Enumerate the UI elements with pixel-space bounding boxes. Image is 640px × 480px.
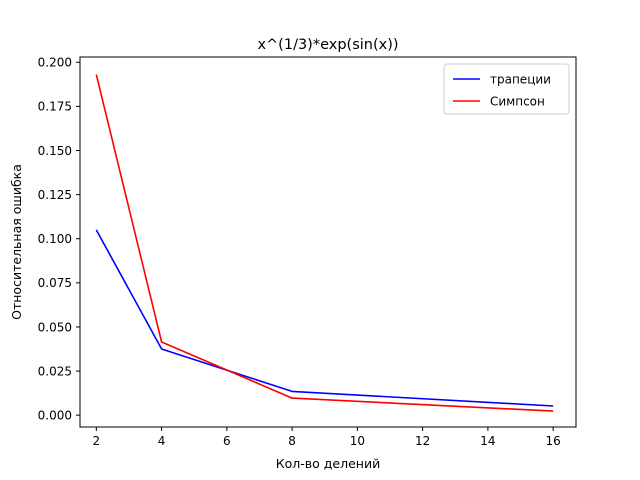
x-axis-ticks: 2 4 6 8 10 12 14 16 — [92, 427, 561, 448]
y-axis-label: Относительная ошибка — [9, 164, 24, 320]
y-tick-label: 0.000 — [38, 408, 72, 422]
y-tick-label: 0.175 — [38, 100, 72, 114]
y-tick-label: 0.200 — [38, 56, 72, 70]
x-tick-label: 12 — [415, 434, 430, 448]
y-tick-label: 0.025 — [38, 364, 72, 378]
series-line-2 — [95, 74, 554, 412]
x-tick-label: 16 — [546, 434, 561, 448]
x-tick-label: 4 — [158, 434, 166, 448]
y-axis-ticks: 0.000 0.025 0.050 0.075 0.100 0.125 0.150 0.175… — [38, 56, 80, 422]
y-tick-label: 0.050 — [38, 320, 72, 334]
legend-label-1: трапеции — [490, 72, 551, 86]
x-axis-label: Кол-во делений — [276, 456, 380, 471]
chart-title: x^(1/3)*exp(sin(x)) — [257, 37, 398, 53]
y-tick-label: 0.075 — [38, 276, 72, 290]
legend: трапеции Симпсон — [443, 63, 570, 115]
y-tick-label: 0.150 — [38, 144, 72, 158]
x-tick-label: 8 — [288, 434, 296, 448]
y-tick-label: 0.125 — [38, 188, 72, 202]
legend-label-2: Симпсон — [490, 94, 545, 108]
series-layer — [95, 74, 554, 412]
x-tick-label: 14 — [480, 434, 495, 448]
y-tick-label: 0.100 — [38, 232, 72, 246]
plot-frame — [79, 56, 577, 428]
x-tick-label: 6 — [223, 434, 231, 448]
x-tick-label: 10 — [350, 434, 365, 448]
plot-area — [80, 57, 576, 427]
x-tick-label: 2 — [92, 434, 100, 448]
